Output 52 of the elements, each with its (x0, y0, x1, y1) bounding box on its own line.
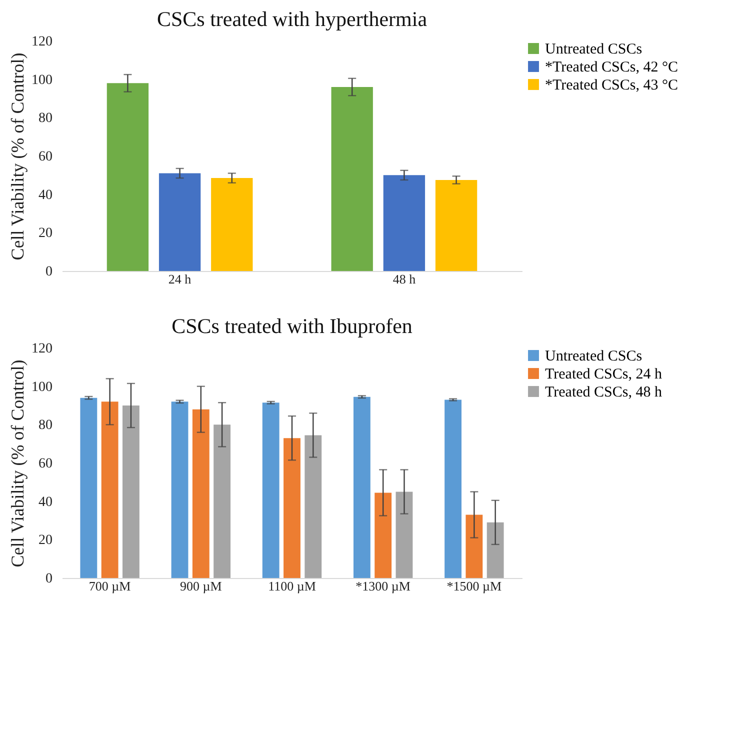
y-tick-label: 60 (38, 456, 52, 472)
bar (466, 514, 483, 578)
bar (444, 400, 462, 578)
x-tick-label: 24 h (168, 272, 192, 286)
y-tick-label: 60 (38, 150, 52, 164)
y-tick-label: 120 (32, 34, 52, 50)
bar (374, 492, 392, 578)
y-tick-label: 100 (32, 380, 52, 395)
chart-title: CSCs treated with hyperthermia (156, 7, 428, 31)
chart-title: CSCs treated with Ibuprofen (172, 314, 413, 338)
bar (284, 438, 300, 578)
bar (353, 396, 370, 578)
bar (486, 522, 504, 578)
bar (435, 180, 478, 271)
bar (171, 402, 188, 578)
y-tick-label: 20 (38, 226, 52, 242)
bar (101, 402, 118, 578)
y-tick-label: 0 (46, 264, 52, 280)
y-tick-label: 120 (32, 342, 52, 356)
bar (304, 435, 322, 578)
x-tick-label: 900 µM (180, 578, 222, 594)
bar (331, 87, 373, 271)
bar (106, 83, 149, 271)
bar (158, 173, 201, 271)
y-tick-label: 0 (46, 572, 52, 586)
bar (211, 178, 253, 271)
legend-label: Untreated CSCs (545, 42, 642, 58)
bar (192, 409, 210, 578)
bar (80, 398, 98, 578)
y-axis-title: Cell Viability (% of Control) (8, 52, 28, 260)
legend-label: Treated CSCs, 24 h (545, 366, 662, 382)
y-tick-label: 80 (38, 418, 52, 434)
bar (262, 402, 280, 578)
legend-label: Treated CSCs, 48 h (545, 384, 662, 400)
legend-label: Untreated CSCs (545, 348, 642, 364)
y-axis-title: Cell Viability (% of Control) (8, 360, 28, 568)
x-tick-label: *1300 µM (356, 578, 411, 594)
y-tick-label: 40 (38, 188, 52, 203)
y-tick-label: 80 (38, 111, 52, 126)
y-tick-label: 40 (38, 494, 52, 510)
bar (122, 406, 140, 578)
bar (396, 492, 413, 578)
legend-label: *Treated CSCs, 43 °C (545, 78, 678, 94)
x-tick-label: 1100 µM (268, 578, 316, 594)
bar (383, 175, 426, 271)
x-tick-label: 48 h (392, 272, 416, 286)
x-tick-label: *1500 µM (446, 578, 502, 594)
bar (214, 424, 231, 578)
x-tick-label: 700 µM (88, 578, 132, 594)
y-tick-label: 20 (38, 533, 52, 548)
y-tick-label: 100 (32, 72, 52, 88)
legend-label: *Treated CSCs, 42 °C (545, 60, 678, 76)
